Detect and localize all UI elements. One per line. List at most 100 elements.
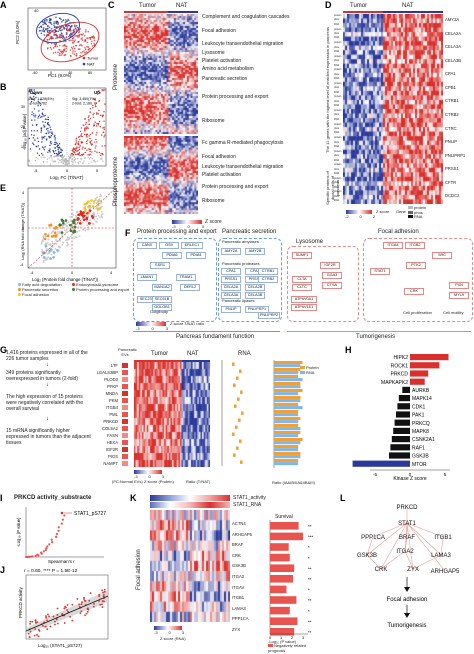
volcano-point <box>53 151 55 153</box>
pca-point-tumor <box>91 40 93 43</box>
k-heatmap <box>150 510 230 622</box>
e-point <box>82 228 85 231</box>
kinase-bar-chart: HIPK2 ROCK1 PRKCD MAPKAPK2 AURKB MAPK14 CDK1 PA… <box>352 354 450 480</box>
g-gene-label: PKM <box>108 398 118 403</box>
volcano-point <box>42 108 44 111</box>
e-point <box>42 259 45 262</box>
e-point <box>66 236 69 239</box>
volcano-point <box>34 139 36 141</box>
volcano-point <box>90 143 92 145</box>
l-node: ZYX <box>407 567 419 573</box>
volcano-point <box>30 98 33 100</box>
j-point <box>92 605 95 608</box>
kinase-bar <box>410 354 449 361</box>
volcano-point <box>80 141 82 143</box>
volcano-point <box>96 160 98 162</box>
d-row-tag: phos <box>334 31 340 35</box>
volcano-point <box>98 120 101 123</box>
volcano-point <box>49 142 52 144</box>
kinase-label: MAPKAPK2 <box>381 380 408 386</box>
volcano-point <box>62 162 64 164</box>
e-highlight-point <box>90 199 93 202</box>
volcano-point <box>38 148 41 150</box>
pca-point-tumor <box>70 39 72 41</box>
volcano-point <box>75 148 78 150</box>
pca-point-tumor <box>74 50 76 53</box>
pca-legend-nat: NAT <box>87 62 95 67</box>
pca-point-tumor <box>69 26 72 29</box>
volcano-point <box>49 163 52 165</box>
volcano-point <box>49 144 51 147</box>
volcano-point <box>97 124 99 126</box>
f-gene-box: CTRB1 <box>258 268 278 275</box>
d-row-tag: protein <box>334 149 342 153</box>
g-rna-label: RNA <box>238 351 251 357</box>
j-point <box>45 616 48 619</box>
volcano-point <box>95 138 97 141</box>
panel-label-a: A <box>0 0 7 10</box>
volcano-ylabel: -Log₁₀ (adj.P value) <box>22 113 27 150</box>
f-gene-box: PNLIPRP1 <box>245 306 269 313</box>
pca-point-tumor <box>85 29 87 31</box>
volcano-point <box>82 146 84 148</box>
panel-label-e: E <box>0 183 7 193</box>
e-point <box>61 234 63 237</box>
c-nat-bar <box>168 11 198 13</box>
g-ratio-point <box>240 460 243 464</box>
j-point <box>37 635 40 638</box>
e-point <box>95 215 98 218</box>
l-node: GSK3B <box>357 553 377 559</box>
pca-point-tumor <box>73 40 76 43</box>
e-highlight-point <box>91 216 95 219</box>
volcano-point <box>86 136 88 138</box>
i-point <box>34 554 37 558</box>
pca-point-nat <box>42 28 45 31</box>
g-pc-cell <box>122 363 128 368</box>
volcano-point <box>69 156 71 158</box>
e-highlight-point <box>69 223 72 227</box>
e-point <box>49 243 52 245</box>
pca-point-nat <box>46 27 49 30</box>
g-pc-cell <box>122 447 128 452</box>
volcano-point <box>88 148 90 151</box>
g-ratio-point <box>232 362 235 366</box>
volcano-point <box>36 137 39 139</box>
k-head2: STAT1_RNA <box>233 502 262 508</box>
g-bar-rna <box>274 455 301 459</box>
volcano-point <box>80 133 83 135</box>
volcano-point <box>49 151 51 153</box>
c-proteome-heatmap <box>124 14 198 134</box>
e-point <box>49 244 52 247</box>
k-sig: ** <box>308 598 312 603</box>
volcano-point <box>75 153 77 156</box>
k-xtick: 1 <box>280 636 282 640</box>
g-tumor-label: Tumor <box>151 351 169 357</box>
volcano-point <box>76 158 79 160</box>
volcano-point <box>98 151 101 154</box>
e-point <box>41 248 44 251</box>
g-survival-bars <box>273 360 303 468</box>
g-bar-rna <box>274 385 301 389</box>
panel-label-k: K <box>130 493 137 503</box>
volcano-point <box>62 156 65 159</box>
pca-point-tumor <box>56 45 59 48</box>
j-point <box>49 625 52 628</box>
volcano-point <box>32 92 35 95</box>
l-arrowhead-icon <box>404 613 410 618</box>
g-ratio-point <box>234 404 237 408</box>
e-highlight-point <box>50 235 54 238</box>
f-gene-box: GGA3 <box>322 272 342 279</box>
g-bar-legend: Protein RNA <box>300 365 319 375</box>
volcano-point <box>40 99 42 101</box>
i-highlight-point <box>60 511 64 515</box>
pca-point-nat <box>48 19 51 22</box>
panel-label-c: C <box>108 0 115 10</box>
d-row-tag: protein <box>334 95 342 99</box>
volcano-point <box>56 146 59 148</box>
kinase-bar <box>410 378 425 385</box>
volcano-point <box>37 100 39 103</box>
i-annot: STAT1_pS727 <box>74 511 106 517</box>
volcano-point <box>85 140 88 143</box>
volcano-point <box>74 147 76 150</box>
pca-point-nat <box>44 19 46 21</box>
